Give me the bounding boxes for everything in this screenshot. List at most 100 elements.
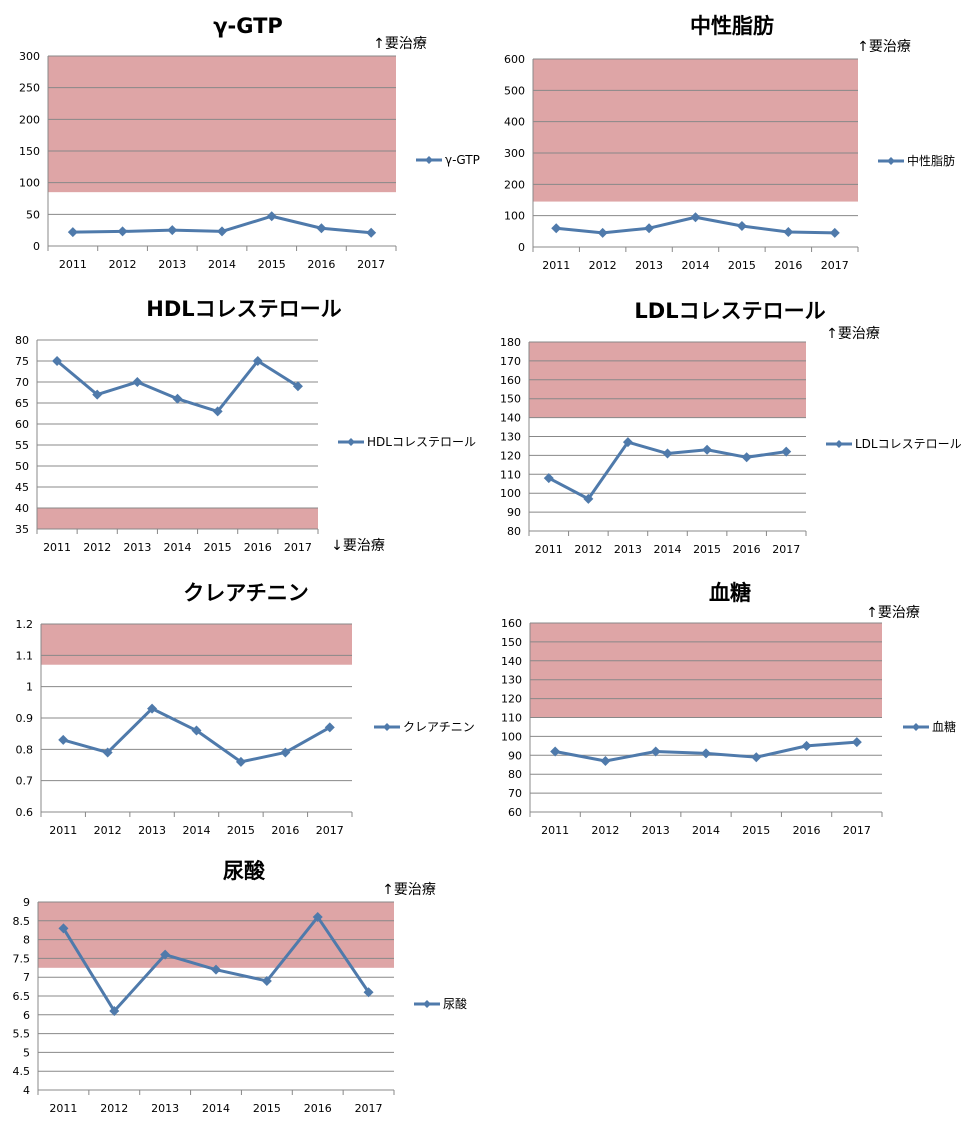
y-tick-label: 80 [508,768,522,781]
y-tick-label: 50 [15,460,29,473]
y-tick-label: 5 [23,1046,30,1059]
x-tick-label: 2015 [253,1102,281,1115]
x-tick-label: 2011 [49,1102,77,1115]
chart-title: 血糖 [709,581,751,605]
y-tick-label: 110 [501,712,522,725]
x-tick-label: 2014 [183,824,211,837]
y-tick-label: 300 [504,147,525,160]
y-tick-label: 250 [19,82,40,95]
x-tick-label: 2015 [204,541,232,554]
data-point [252,356,263,366]
y-tick-label: 1 [26,681,33,694]
y-tick-label: 130 [500,431,521,444]
data-point [829,227,840,238]
y-tick-label: 35 [15,523,29,536]
y-tick-label: 6.5 [13,990,31,1003]
y-tick-label: 0 [33,240,40,253]
data-point [702,444,713,455]
x-tick-label: 2011 [542,259,570,272]
data-point [600,755,611,766]
chart-title: LDLコレステロール [634,299,825,323]
x-tick-label: 2012 [100,1102,128,1115]
x-tick-label: 2015 [693,543,721,556]
data-point [366,227,377,238]
y-tick-label: 90 [507,506,521,519]
y-tick-label: 0 [518,241,525,254]
legend-marker [423,1000,431,1008]
treatment-band [530,623,882,718]
x-tick-label: 2013 [123,541,151,554]
treatment-note: ↑要治療 [826,325,880,342]
x-tick-label: 2014 [208,258,236,271]
y-tick-label: 400 [504,116,525,129]
x-tick-label: 2015 [258,258,286,271]
y-tick-label: 200 [19,113,40,126]
y-tick-label: 8 [23,934,30,947]
data-point [662,448,673,459]
data-point [851,737,862,748]
x-tick-label: 2012 [591,824,619,837]
data-point [324,722,335,733]
chart-title: クレアチニン [183,581,309,605]
y-tick-label: 140 [500,412,521,425]
x-tick-label: 2017 [357,258,385,271]
x-tick-label: 2016 [793,824,821,837]
legend-marker [912,723,920,731]
x-tick-label: 2011 [541,824,569,837]
treatment-note: ↓要治療 [331,537,385,554]
data-point [550,746,561,757]
y-tick-label: 100 [500,487,521,500]
x-tick-label: 2016 [271,824,299,837]
y-tick-label: 120 [501,693,522,706]
y-tick-label: 100 [504,210,525,223]
y-tick-label: 40 [15,502,29,515]
data-point [102,747,113,758]
y-tick-label: 150 [501,636,522,649]
data-point [167,225,178,236]
y-tick-label: 90 [508,749,522,762]
x-tick-label: 2013 [151,1102,179,1115]
treatment-note: ↑要治療 [373,35,427,52]
y-tick-label: 80 [507,525,521,538]
data-point [650,746,661,757]
x-tick-label: 2017 [772,543,800,556]
x-tick-label: 2012 [574,543,602,556]
data-point [551,223,562,234]
y-tick-label: 8.5 [13,915,31,928]
data-point [58,734,69,745]
x-tick-label: 2015 [742,824,770,837]
data-point [701,748,711,759]
data-point [235,756,246,767]
x-tick-label: 2011 [59,258,87,271]
treatment-band [48,56,396,193]
y-tick-label: 120 [500,449,521,462]
treatment-band [533,59,858,202]
legend-marker [425,156,433,164]
x-tick-label: 2014 [654,543,682,556]
x-tick-label: 2011 [535,543,563,556]
legend-label: γ-GTP [445,153,480,167]
y-tick-label: 110 [500,468,521,481]
x-tick-label: 2014 [164,541,192,554]
x-tick-label: 2016 [307,258,335,271]
data-point [217,226,227,237]
data-point [751,752,762,763]
x-tick-label: 2016 [244,541,272,554]
data-point [109,1006,120,1017]
data-point [312,912,323,923]
y-tick-label: 4.5 [13,1065,31,1078]
y-tick-label: 600 [504,53,525,66]
y-tick-label: 500 [504,84,525,97]
y-tick-label: 0.9 [16,712,34,725]
x-tick-label: 2012 [109,258,137,271]
x-tick-label: 2016 [733,543,761,556]
data-point [172,393,183,404]
x-tick-label: 2013 [642,824,670,837]
